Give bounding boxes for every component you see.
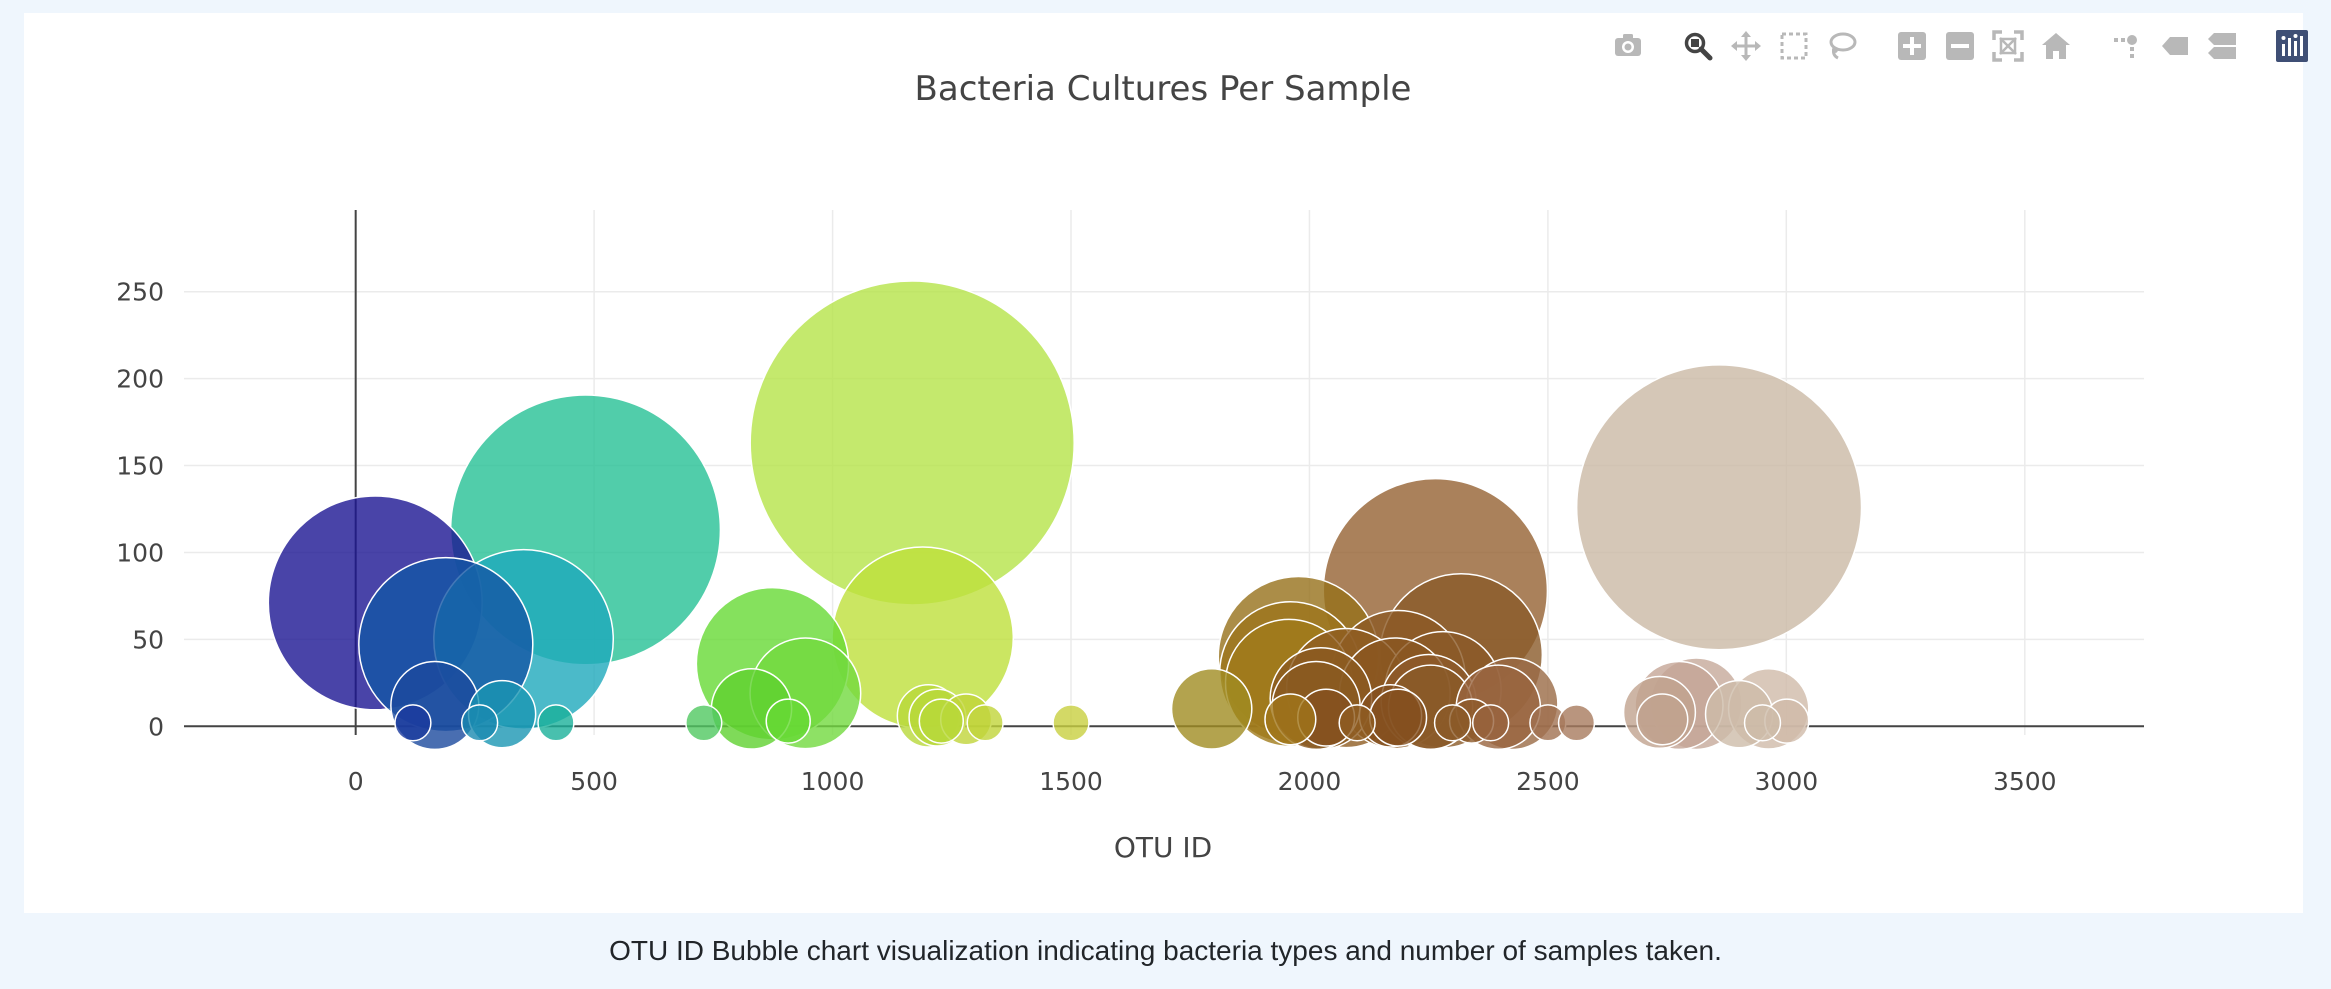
box-select-icon [1778,30,1810,62]
y-tick-label: 0 [148,712,164,741]
hover-compare-icon [2206,30,2238,62]
data-bubble[interactable] [685,704,723,742]
x-tick-label: 1500 [1039,767,1103,796]
data-bubble[interactable] [460,704,499,742]
data-bubble[interactable] [1636,693,1689,746]
data-bubble[interactable] [1743,704,1782,742]
reset-axes-icon [2040,30,2072,62]
data-bubble[interactable] [918,698,965,744]
box-select-button[interactable] [1770,26,1818,66]
y-tick-label: 150 [116,452,164,481]
x-tick-label: 0 [348,767,364,796]
y-tick-label: 250 [116,278,164,307]
spike-lines-icon [2110,30,2142,62]
y-tick-label: 50 [132,625,164,654]
autoscale-button[interactable] [1984,26,2032,66]
chart-caption: OTU ID Bubble chart visualization indica… [609,935,1722,966]
hover-closest-icon [2158,30,2190,62]
pan-icon [1730,30,1762,62]
x-axis-label: OTU ID [1114,831,1212,864]
data-bubble[interactable] [537,704,575,742]
x-tick-label: 2000 [1278,767,1342,796]
y-tick-label: 200 [116,365,164,394]
modebar-toolbar [1604,23,2316,69]
data-bubble[interactable] [765,698,811,744]
zoom-in-icon [1896,30,1928,62]
bubbles[interactable] [267,280,1863,751]
data-bubble[interactable] [1369,688,1428,747]
zoom-icon [1682,30,1714,62]
zoom-button[interactable] [1674,26,1722,66]
reset-axes-button[interactable] [2032,26,2080,66]
zoom-out-icon [1944,30,1976,62]
x-tick-label: 3500 [1993,767,2057,796]
x-tick-label: 500 [570,767,618,796]
data-bubble[interactable] [1433,704,1472,742]
camera-icon [1612,30,1644,62]
tick-labels: 0 500 1000 1500 2000 2500 3000 3500 0 50 100 150 200… [116,278,2056,796]
lasso-select-icon [1826,30,1858,62]
zoom-in-button[interactable] [1888,26,1936,66]
data-bubble[interactable] [1575,364,1863,651]
data-bubble[interactable] [1052,704,1090,742]
bubble-chart[interactable]: 0 500 1000 1500 2000 2500 3000 3500 0 50 100 150 200… [24,13,2303,913]
data-bubble[interactable] [966,704,1004,742]
hover-compare-button[interactable] [2198,26,2246,66]
y-tick-label: 100 [116,538,164,567]
x-tick-label: 1000 [801,767,865,796]
data-bubble[interactable] [394,704,432,742]
autoscale-icon [1992,30,2024,62]
data-bubble[interactable] [1557,704,1596,742]
lasso-select-button[interactable] [1818,26,1866,66]
spike-lines-button[interactable] [2102,26,2150,66]
chart-title: Bacteria Cultures Per Sample [915,69,1412,109]
zoom-out-button[interactable] [1936,26,1984,66]
plotly-logo-icon [2276,30,2308,62]
chart-card: 0 500 1000 1500 2000 2500 3000 3500 0 50 100 150 200… [24,13,2308,913]
x-tick-label: 2500 [1516,767,1580,796]
plotly-logo-button[interactable] [2268,26,2316,66]
pan-button[interactable] [1722,26,1770,66]
data-bubble[interactable] [1264,693,1317,746]
data-bubble[interactable] [1471,704,1510,742]
camera-button[interactable] [1604,26,1652,66]
data-bubble[interactable] [1338,704,1376,742]
hover-closest-button[interactable] [2150,26,2198,66]
data-bubble[interactable] [1170,668,1253,750]
x-tick-label: 3000 [1755,767,1819,796]
